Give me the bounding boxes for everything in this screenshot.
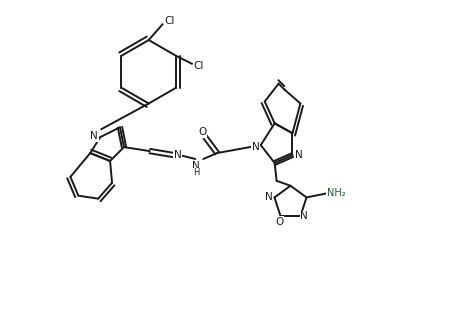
Text: N: N <box>90 131 98 141</box>
Text: O: O <box>275 217 284 227</box>
Text: Cl: Cl <box>194 61 204 71</box>
Text: N: N <box>174 150 181 160</box>
Text: H: H <box>193 168 199 177</box>
Text: O: O <box>198 127 206 137</box>
Text: N: N <box>252 142 260 152</box>
Text: N: N <box>265 192 273 203</box>
Text: N: N <box>301 211 308 221</box>
Text: NH₂: NH₂ <box>327 189 346 198</box>
Text: N: N <box>295 150 302 160</box>
Text: N: N <box>192 161 200 171</box>
Text: Cl: Cl <box>164 16 175 26</box>
